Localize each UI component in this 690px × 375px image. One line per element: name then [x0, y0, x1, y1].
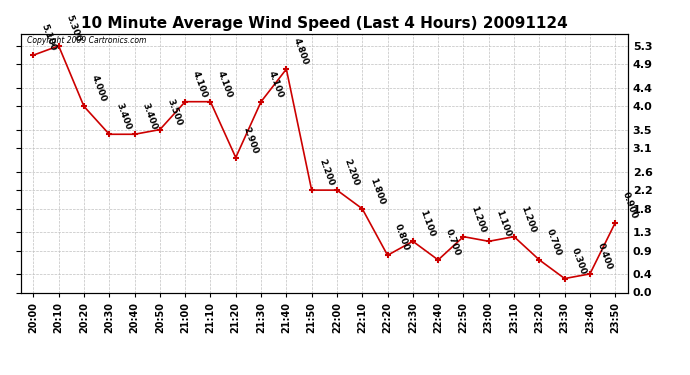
Text: 2.900: 2.900 — [241, 125, 259, 155]
Text: 1.100: 1.100 — [418, 209, 437, 238]
Text: 1.800: 1.800 — [368, 177, 386, 206]
Title: 10 Minute Average Wind Speed (Last 4 Hours) 20091124: 10 Minute Average Wind Speed (Last 4 Hou… — [81, 16, 568, 31]
Text: 1.100: 1.100 — [494, 209, 513, 238]
Text: 1.200: 1.200 — [520, 204, 538, 234]
Text: 3.500: 3.500 — [166, 98, 184, 127]
Text: 0.700: 0.700 — [444, 228, 462, 257]
Text: 1.200: 1.200 — [469, 204, 487, 234]
Text: 3.400: 3.400 — [140, 102, 158, 132]
Text: 3.400: 3.400 — [115, 102, 133, 132]
Text: 5.300: 5.300 — [64, 13, 82, 43]
Text: 4.100: 4.100 — [266, 69, 285, 99]
Text: 0.400: 0.400 — [595, 242, 613, 271]
Text: Copyright 2009 Cartronics.com: Copyright 2009 Cartronics.com — [27, 36, 146, 45]
Text: 0.700: 0.700 — [545, 228, 563, 257]
Text: 0.800: 0.800 — [393, 223, 411, 252]
Text: 0.300: 0.300 — [570, 246, 589, 276]
Text: 5.100: 5.100 — [39, 23, 57, 53]
Text: 2.200: 2.200 — [317, 158, 335, 188]
Text: 4.100: 4.100 — [190, 69, 209, 99]
Text: 4.000: 4.000 — [90, 74, 108, 104]
Text: 4.800: 4.800 — [292, 37, 310, 66]
Text: 2.200: 2.200 — [342, 158, 361, 188]
Text: 0.900: 0.900 — [621, 190, 639, 220]
Text: 4.100: 4.100 — [216, 69, 234, 99]
